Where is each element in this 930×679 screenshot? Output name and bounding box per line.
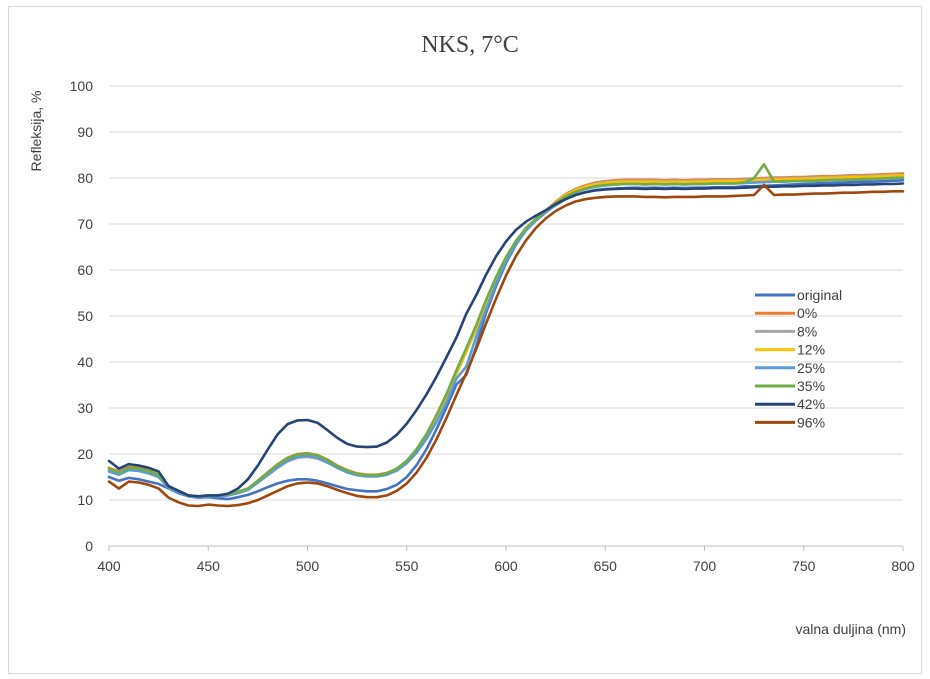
y-tick-label: 40 bbox=[77, 354, 93, 370]
series-line-5 bbox=[107, 162, 905, 498]
series-line-0 bbox=[107, 179, 905, 501]
x-tick-label: 400 bbox=[97, 558, 121, 574]
legend-label: 42% bbox=[797, 396, 825, 412]
legend-label: 96% bbox=[797, 414, 825, 430]
series-line-4 bbox=[107, 176, 905, 499]
y-tick-label: 60 bbox=[77, 262, 93, 278]
y-axis-label: Refleksija, % bbox=[28, 91, 44, 172]
y-tick-label: 80 bbox=[77, 170, 93, 186]
x-tick-label: 700 bbox=[693, 558, 717, 574]
legend-label: 0% bbox=[797, 305, 817, 321]
series-line-7 bbox=[107, 183, 905, 508]
y-tick-label: 0 bbox=[85, 538, 93, 554]
plot-lines bbox=[107, 162, 905, 508]
y-tick-label: 10 bbox=[77, 492, 93, 508]
x-tick-label: 750 bbox=[792, 558, 816, 574]
y-tick-label: 30 bbox=[77, 400, 93, 416]
y-tick-label: 90 bbox=[77, 124, 93, 140]
chart-title: NKS, 7°C bbox=[421, 32, 519, 58]
x-tick-label: 800 bbox=[891, 558, 915, 574]
legend: original 0% 8% 12% 25% 35% 42% 96% bbox=[755, 287, 842, 430]
legend-label: 35% bbox=[797, 378, 825, 394]
series-line-6 bbox=[107, 182, 905, 498]
legend-label: original bbox=[797, 287, 842, 303]
y-tick-label: 70 bbox=[77, 216, 93, 232]
x-axis-label: valna duljina (nm) bbox=[796, 621, 907, 637]
y-tick-label: 100 bbox=[70, 78, 94, 94]
chart-area bbox=[8, 6, 922, 674]
legend-label: 12% bbox=[797, 342, 825, 358]
x-tick-label: 650 bbox=[594, 558, 618, 574]
legend-label: 25% bbox=[797, 360, 825, 376]
series-line-2 bbox=[107, 173, 905, 499]
x-tick-label: 600 bbox=[494, 558, 518, 574]
gridlines bbox=[109, 85, 903, 501]
axes: 0 10 20 30 40 50 60 70 80 90 100 400 450 500 550 600 650… bbox=[70, 78, 915, 574]
series-line-1 bbox=[107, 172, 905, 498]
y-tick-label: 20 bbox=[77, 446, 93, 462]
x-tick-label: 450 bbox=[197, 558, 221, 574]
x-tick-label: 550 bbox=[395, 558, 419, 574]
legend-label: 8% bbox=[797, 323, 817, 339]
y-tick-label: 50 bbox=[77, 308, 93, 324]
x-tick-label: 500 bbox=[296, 558, 320, 574]
